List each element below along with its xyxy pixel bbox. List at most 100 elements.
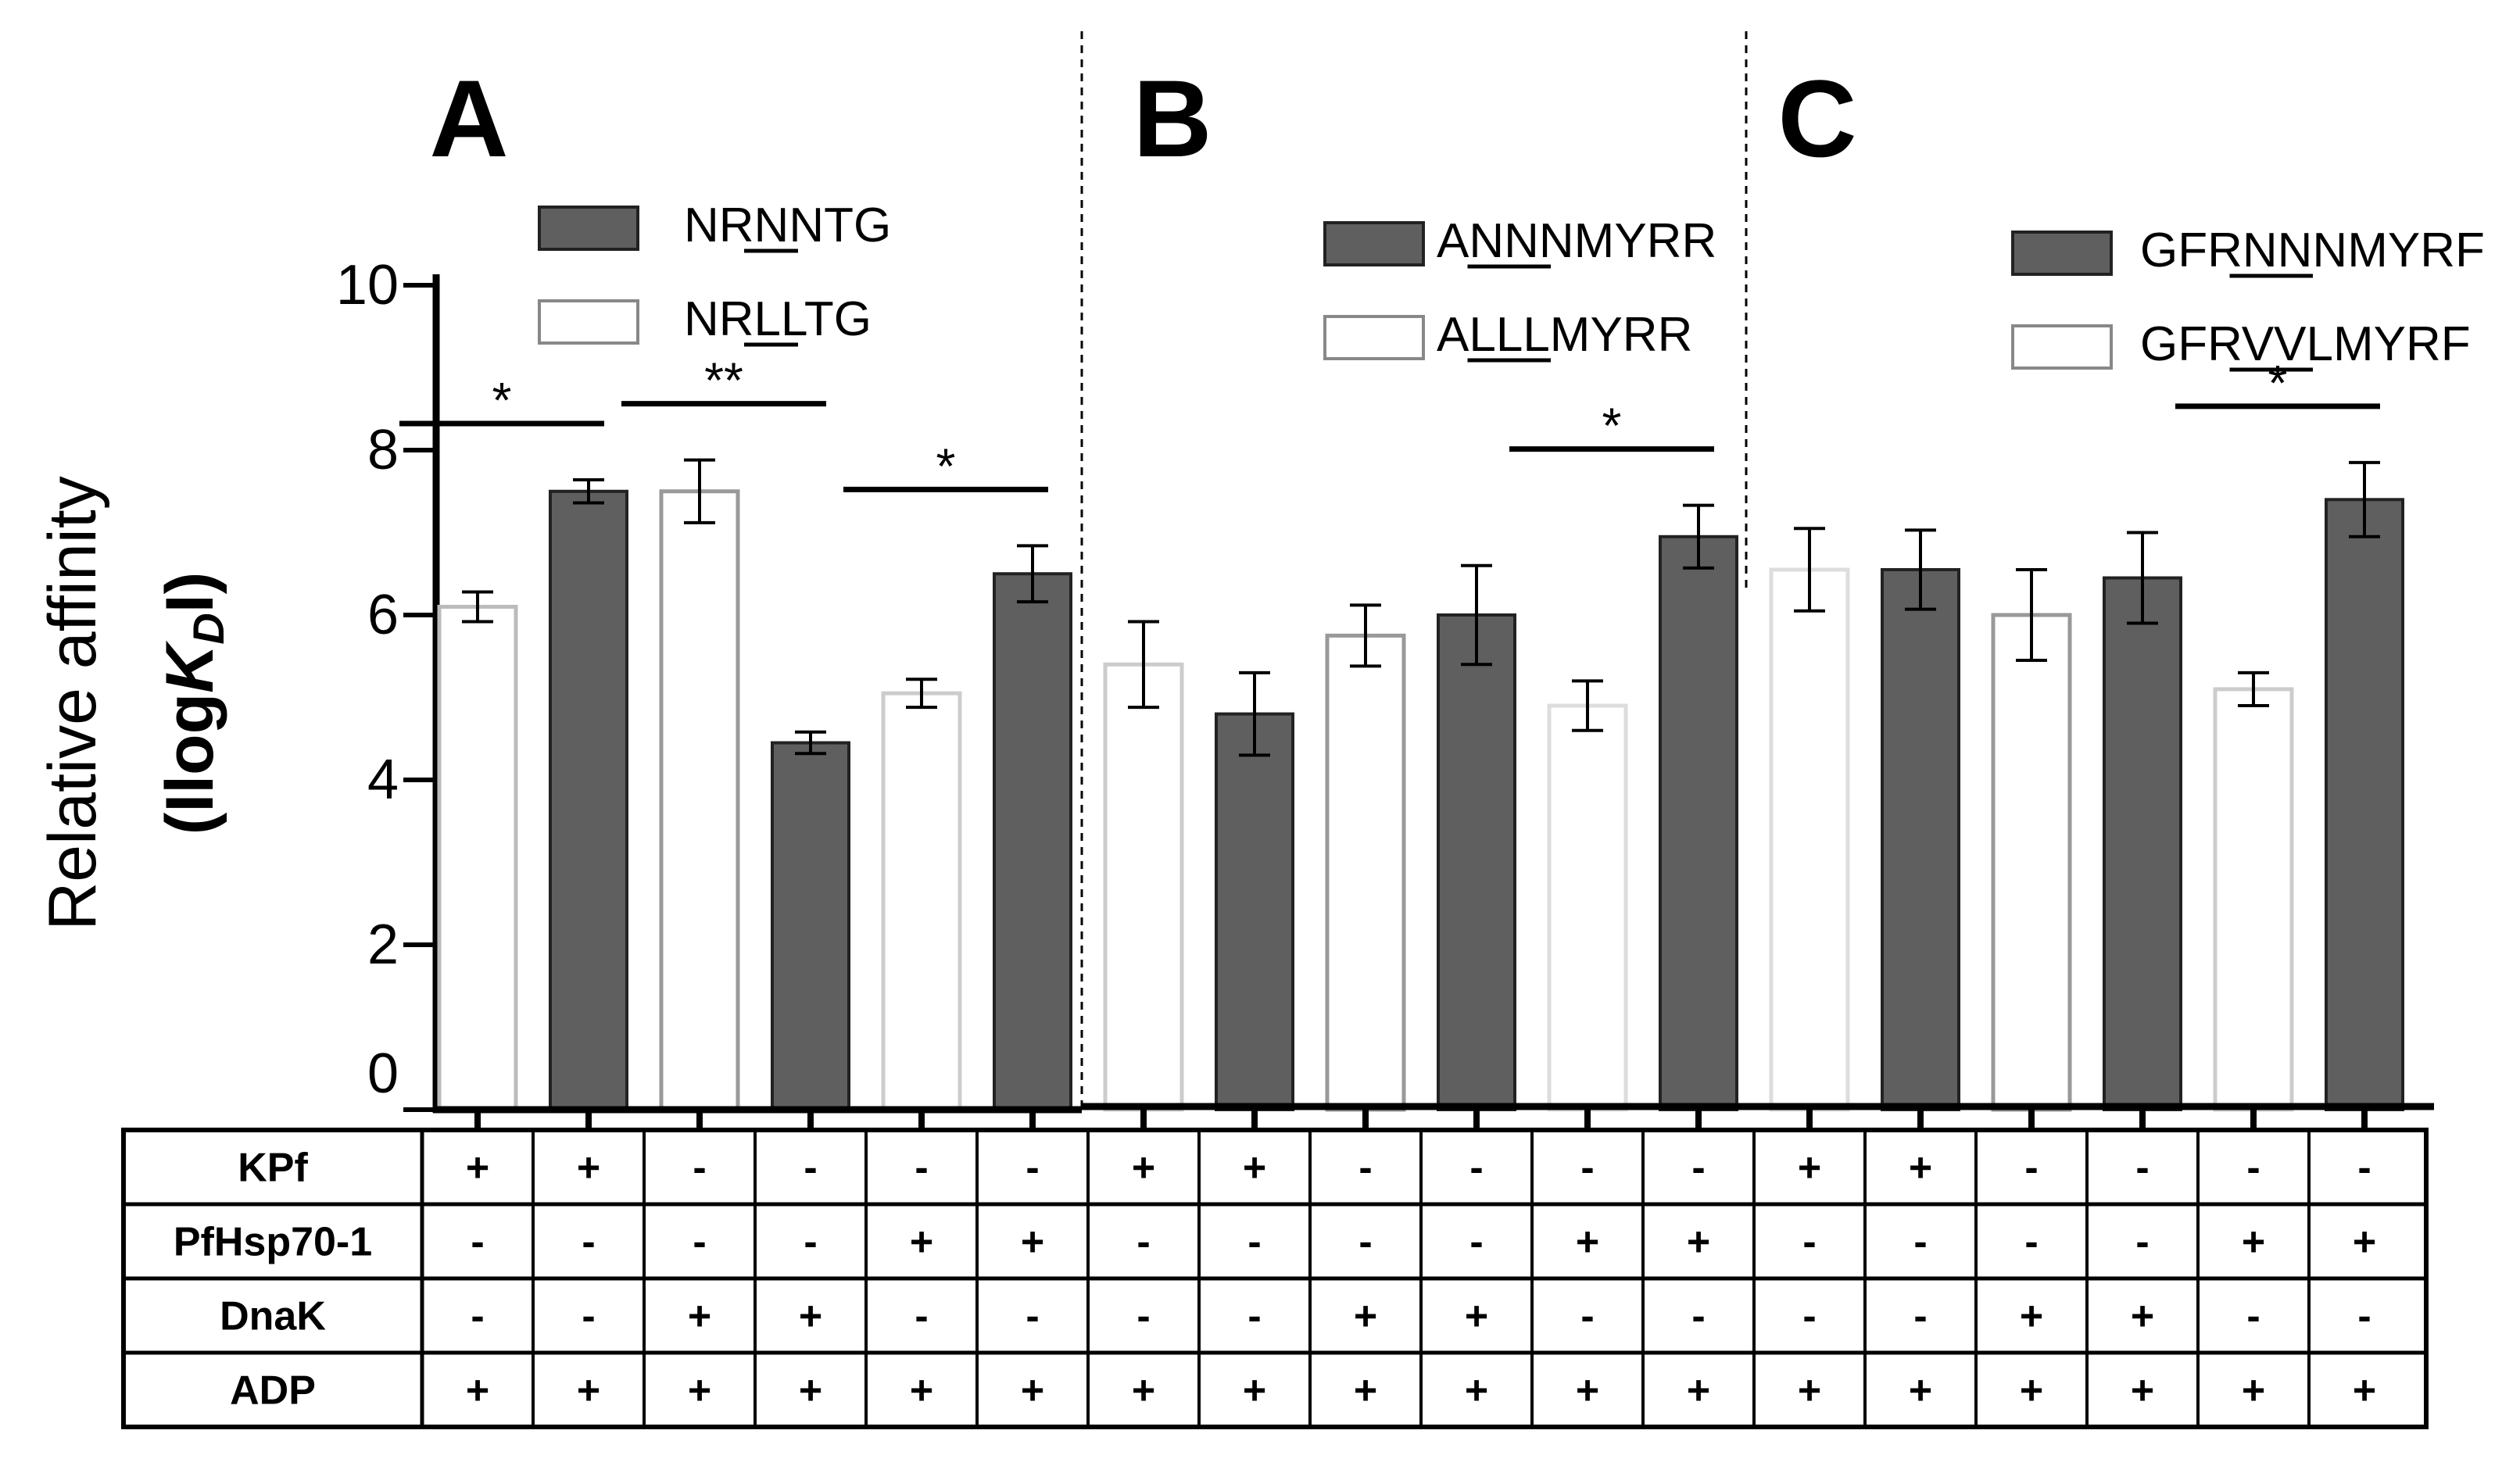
table-cell-1-11: - xyxy=(1580,1146,1594,1191)
table-cell-4-13: + xyxy=(1798,1368,1821,1414)
table-cell-4-4: + xyxy=(799,1368,822,1414)
y-tick-label-10: 10 xyxy=(336,254,399,316)
y-tick-label-2: 2 xyxy=(367,914,399,976)
table-cell-1-5: - xyxy=(915,1146,928,1191)
table-cell-3-14: - xyxy=(1913,1294,1927,1339)
table-row-label-adp: ADP xyxy=(230,1368,316,1414)
table-cell-1-4: - xyxy=(804,1146,817,1191)
table-cell-1-14: + xyxy=(1909,1146,1932,1191)
panel-letter-a: A xyxy=(429,57,508,180)
significance-layer: * ***** xyxy=(399,352,2380,494)
table-cell-1-2: + xyxy=(577,1146,600,1191)
y-tick-label-6: 6 xyxy=(367,584,399,646)
legend-label-b-1: ANNNMYRR xyxy=(1437,214,1716,268)
significance-label-c-1: * xyxy=(2268,355,2288,411)
table-cell-3-5: - xyxy=(915,1294,928,1339)
y-axis: 0 2 4 6 8 10 xyxy=(336,254,440,1113)
bar-c-2 xyxy=(1881,567,1960,1111)
significance-label-b-1: * xyxy=(1602,398,1622,454)
bar-c-5 xyxy=(2213,687,2294,1112)
bar-a-6 xyxy=(993,572,1072,1111)
table-cell-4-3: + xyxy=(688,1368,711,1414)
table-cell-4-18: + xyxy=(2353,1368,2376,1414)
bar-a-4 xyxy=(771,741,850,1112)
bar-b-4 xyxy=(1437,613,1516,1111)
bar-c-3 xyxy=(1991,613,2072,1112)
table-cell-4-15: + xyxy=(2020,1368,2043,1414)
table-cell-3-10: + xyxy=(1465,1294,1488,1339)
bar-a-3 xyxy=(659,489,740,1112)
table-cell-3-18: - xyxy=(2357,1294,2371,1339)
table-cell-4-10: + xyxy=(1465,1368,1488,1414)
bar-b-2 xyxy=(1215,712,1294,1111)
table-cell-2-15: - xyxy=(2024,1220,2038,1265)
table-cell-4-9: + xyxy=(1354,1368,1377,1414)
legend-swatch-a-2 xyxy=(538,299,639,345)
table-cell-3-17: - xyxy=(2246,1294,2260,1339)
significance-label-a-3: * xyxy=(936,438,956,494)
bar-b-5 xyxy=(1547,703,1628,1112)
legend-label-a-2: NRLLTG xyxy=(684,292,872,346)
table-cell-4-14: + xyxy=(1909,1368,1932,1414)
y-tick-label-8: 8 xyxy=(367,419,399,481)
bar-b-3 xyxy=(1325,633,1406,1112)
table-cell-1-16: - xyxy=(2135,1146,2149,1191)
table-cell-2-14: - xyxy=(1913,1220,1927,1265)
legend-swatch-a-1 xyxy=(538,206,639,251)
table-cell-3-4: + xyxy=(799,1294,822,1339)
y-axis-label: Relative affinity (IlogKDI) xyxy=(35,476,233,931)
table-cell-3-13: - xyxy=(1802,1294,1816,1339)
legends-layer: NRNNTG NRLLTG ANNNMYRR ALLLMYRR GFRNNNMYRF GF… xyxy=(538,198,2485,372)
table-cell-3-11: - xyxy=(1580,1294,1594,1339)
bar-a-1 xyxy=(437,604,518,1112)
table-cell-3-12: - xyxy=(1691,1294,1705,1339)
significance-label-a-1: * xyxy=(492,372,512,428)
table-cell-2-7: - xyxy=(1137,1220,1150,1265)
table-cell-1-10: - xyxy=(1469,1146,1483,1191)
table-cell-3-8: - xyxy=(1247,1294,1261,1339)
table-cell-2-5: + xyxy=(910,1220,933,1265)
y-tick-label-0: 0 xyxy=(367,1042,399,1105)
table-cell-4-8: + xyxy=(1243,1368,1266,1414)
table-cell-4-17: + xyxy=(2242,1368,2265,1414)
legend-label-b-2: ALLLMYRR xyxy=(1437,308,1692,362)
table-cell-2-8: - xyxy=(1247,1220,1261,1265)
panel-letter-c: C xyxy=(1777,57,1856,180)
bar-a-5 xyxy=(881,691,962,1112)
x-axis xyxy=(433,1103,2434,1130)
table-cell-3-9: + xyxy=(1354,1294,1377,1339)
table-cell-4-11: + xyxy=(1576,1368,1599,1414)
table-cell-4-6: + xyxy=(1021,1368,1044,1414)
table-cell-2-12: + xyxy=(1687,1220,1710,1265)
table-cell-3-1: - xyxy=(471,1294,484,1339)
table-cell-2-17: + xyxy=(2242,1220,2265,1265)
table-cell-4-7: + xyxy=(1132,1368,1155,1414)
condition-table: KPf + + - - - - + + - - - - + + - - - - PfHsp70-1 - - - - + + - - - -… xyxy=(121,1128,2429,1429)
table-cell-2-18: + xyxy=(2353,1220,2376,1265)
bar-c-4 xyxy=(2103,576,2182,1111)
bars-layer xyxy=(437,489,2404,1112)
legend-swatch-b-1 xyxy=(1323,221,1425,266)
y-tick-label-4: 4 xyxy=(367,749,399,811)
table-row-label-kpf: KPf xyxy=(238,1146,308,1191)
table-cell-1-12: - xyxy=(1691,1146,1705,1191)
bar-c-6 xyxy=(2325,498,2404,1111)
table-cell-4-5: + xyxy=(910,1368,933,1414)
table-row-label-pfhsp70-1: PfHsp70-1 xyxy=(174,1220,372,1265)
table-cell-1-17: - xyxy=(2246,1146,2260,1191)
table-cell-1-9: - xyxy=(1358,1146,1372,1191)
table-cell-1-7: + xyxy=(1132,1146,1155,1191)
significance-label-a-2: ** xyxy=(704,352,743,409)
panel-letters-layer: A B C xyxy=(429,57,1856,180)
legend-swatch-c-1 xyxy=(2011,231,2113,276)
table-cell-2-13: - xyxy=(1802,1220,1816,1265)
table-cell-3-16: + xyxy=(2131,1294,2154,1339)
table-cell-2-10: - xyxy=(1469,1220,1483,1265)
table-cell-4-12: + xyxy=(1687,1368,1710,1414)
table-cell-1-15: - xyxy=(2024,1146,2038,1191)
table-cell-2-16: - xyxy=(2135,1220,2149,1265)
table-cell-2-9: - xyxy=(1358,1220,1372,1265)
table-cell-2-1: - xyxy=(471,1220,484,1265)
table-cell-1-13: + xyxy=(1798,1146,1821,1191)
